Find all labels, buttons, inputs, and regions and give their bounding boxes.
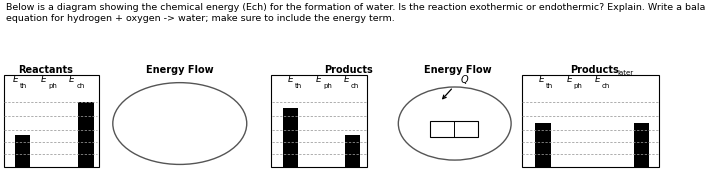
Bar [345, 135, 360, 167]
Text: E: E [13, 75, 18, 84]
Text: E: E [595, 75, 601, 84]
Text: Products: Products [570, 65, 619, 75]
Text: Q: Q [460, 75, 468, 85]
Ellipse shape [398, 87, 511, 160]
Bar [283, 108, 298, 167]
Text: ch: ch [351, 83, 360, 89]
Ellipse shape [113, 83, 247, 164]
Text: th: th [546, 83, 553, 89]
Text: ph: ph [48, 83, 57, 89]
Text: th: th [20, 83, 27, 89]
Text: ch: ch [76, 83, 85, 89]
Bar [634, 123, 649, 167]
Text: E: E [316, 75, 321, 84]
Text: Products: Products [324, 65, 374, 75]
Text: Reactants: Reactants [18, 65, 73, 75]
Text: E: E [288, 75, 293, 84]
Text: Energy Flow: Energy Flow [424, 65, 492, 75]
Text: Below is a diagram showing the chemical energy (Ech) for the formation of water.: Below is a diagram showing the chemical … [6, 3, 705, 23]
Text: E: E [69, 75, 75, 84]
Text: Energy Flow: Energy Flow [146, 65, 214, 75]
Bar [271, 75, 367, 167]
Text: E: E [344, 75, 350, 84]
Text: ph: ph [323, 83, 332, 89]
Bar [4, 75, 99, 167]
Bar [535, 123, 551, 167]
Bar [430, 121, 478, 137]
Bar [522, 75, 659, 167]
Text: ch: ch [602, 83, 611, 89]
Text: ph: ph [574, 83, 583, 89]
Text: E: E [567, 75, 572, 84]
Bar [15, 135, 30, 167]
Text: th: th [295, 83, 302, 89]
Bar [78, 102, 94, 167]
Text: E: E [539, 75, 544, 84]
Text: later: later [617, 70, 633, 76]
Text: E: E [41, 75, 47, 84]
